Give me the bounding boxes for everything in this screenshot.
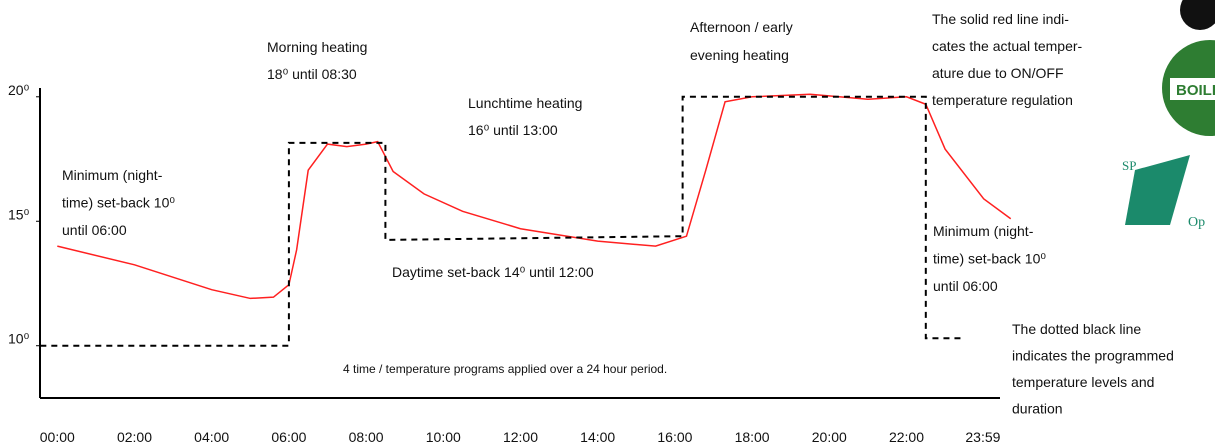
annotation: Minimum (night-	[933, 223, 1034, 239]
x-tick-label: 12:00	[503, 429, 538, 445]
logo-shape	[1170, 78, 1215, 100]
x-tick-label: 14:00	[580, 429, 615, 445]
annotation: evening heating	[690, 47, 789, 63]
annotation: Morning heating	[267, 39, 367, 55]
annotation: 4 time / temperature programs applied ov…	[343, 362, 667, 376]
annotation: duration	[1012, 401, 1063, 417]
annotation: 18⁰ until 08:30	[267, 66, 357, 82]
annotation: The dotted black line	[1012, 321, 1141, 337]
annotation: time) set-back 10⁰	[933, 251, 1046, 267]
annotation: Afternoon / early	[690, 19, 793, 35]
x-tick-label: 00:00	[40, 429, 75, 445]
annotation: Daytime set-back 14⁰ until 12:00	[392, 264, 594, 280]
x-tick-label: 23:59	[965, 429, 1000, 445]
annotation: Minimum (night-	[62, 167, 163, 183]
logo-shape	[1180, 0, 1215, 30]
annotation: Lunchtime heating	[468, 95, 582, 111]
annotation: 16⁰ until 13:00	[468, 122, 558, 138]
logo-text: SP	[1122, 158, 1136, 173]
annotation: cates the actual temper-	[932, 38, 1083, 54]
x-tick-label: 16:00	[657, 429, 692, 445]
x-tick-label: 04:00	[194, 429, 229, 445]
x-tick-label: 10:00	[426, 429, 461, 445]
y-tick-label: 10⁰	[8, 331, 30, 347]
temperature-line	[57, 93, 1012, 300]
annotation: The solid red line indi-	[932, 11, 1069, 27]
annotation: indicates the programmed	[1012, 348, 1174, 364]
annotation: temperature levels and	[1012, 374, 1154, 390]
annotation: temperature regulation	[932, 92, 1073, 108]
annotation: until 06:00	[62, 222, 127, 238]
y-tick-label: 15⁰	[8, 206, 30, 222]
annotation: until 06:00	[933, 278, 998, 294]
x-tick-label: 02:00	[117, 429, 152, 445]
logo-text: BOILER	[1176, 82, 1215, 99]
x-tick-label: 18:00	[735, 429, 770, 445]
y-tick-label: 20⁰	[8, 82, 30, 98]
x-tick-label: 20:00	[812, 429, 847, 445]
x-tick-label: 22:00	[889, 429, 924, 445]
x-tick-label: 06:00	[271, 429, 306, 445]
x-tick-label: 08:00	[349, 429, 384, 445]
annotation: time) set-back 10⁰	[62, 195, 175, 211]
logo-text: Op	[1188, 215, 1205, 230]
setpoint-line	[40, 95, 961, 347]
annotation: ature due to ON/OFF	[932, 65, 1064, 81]
logo-shape	[1125, 155, 1190, 225]
